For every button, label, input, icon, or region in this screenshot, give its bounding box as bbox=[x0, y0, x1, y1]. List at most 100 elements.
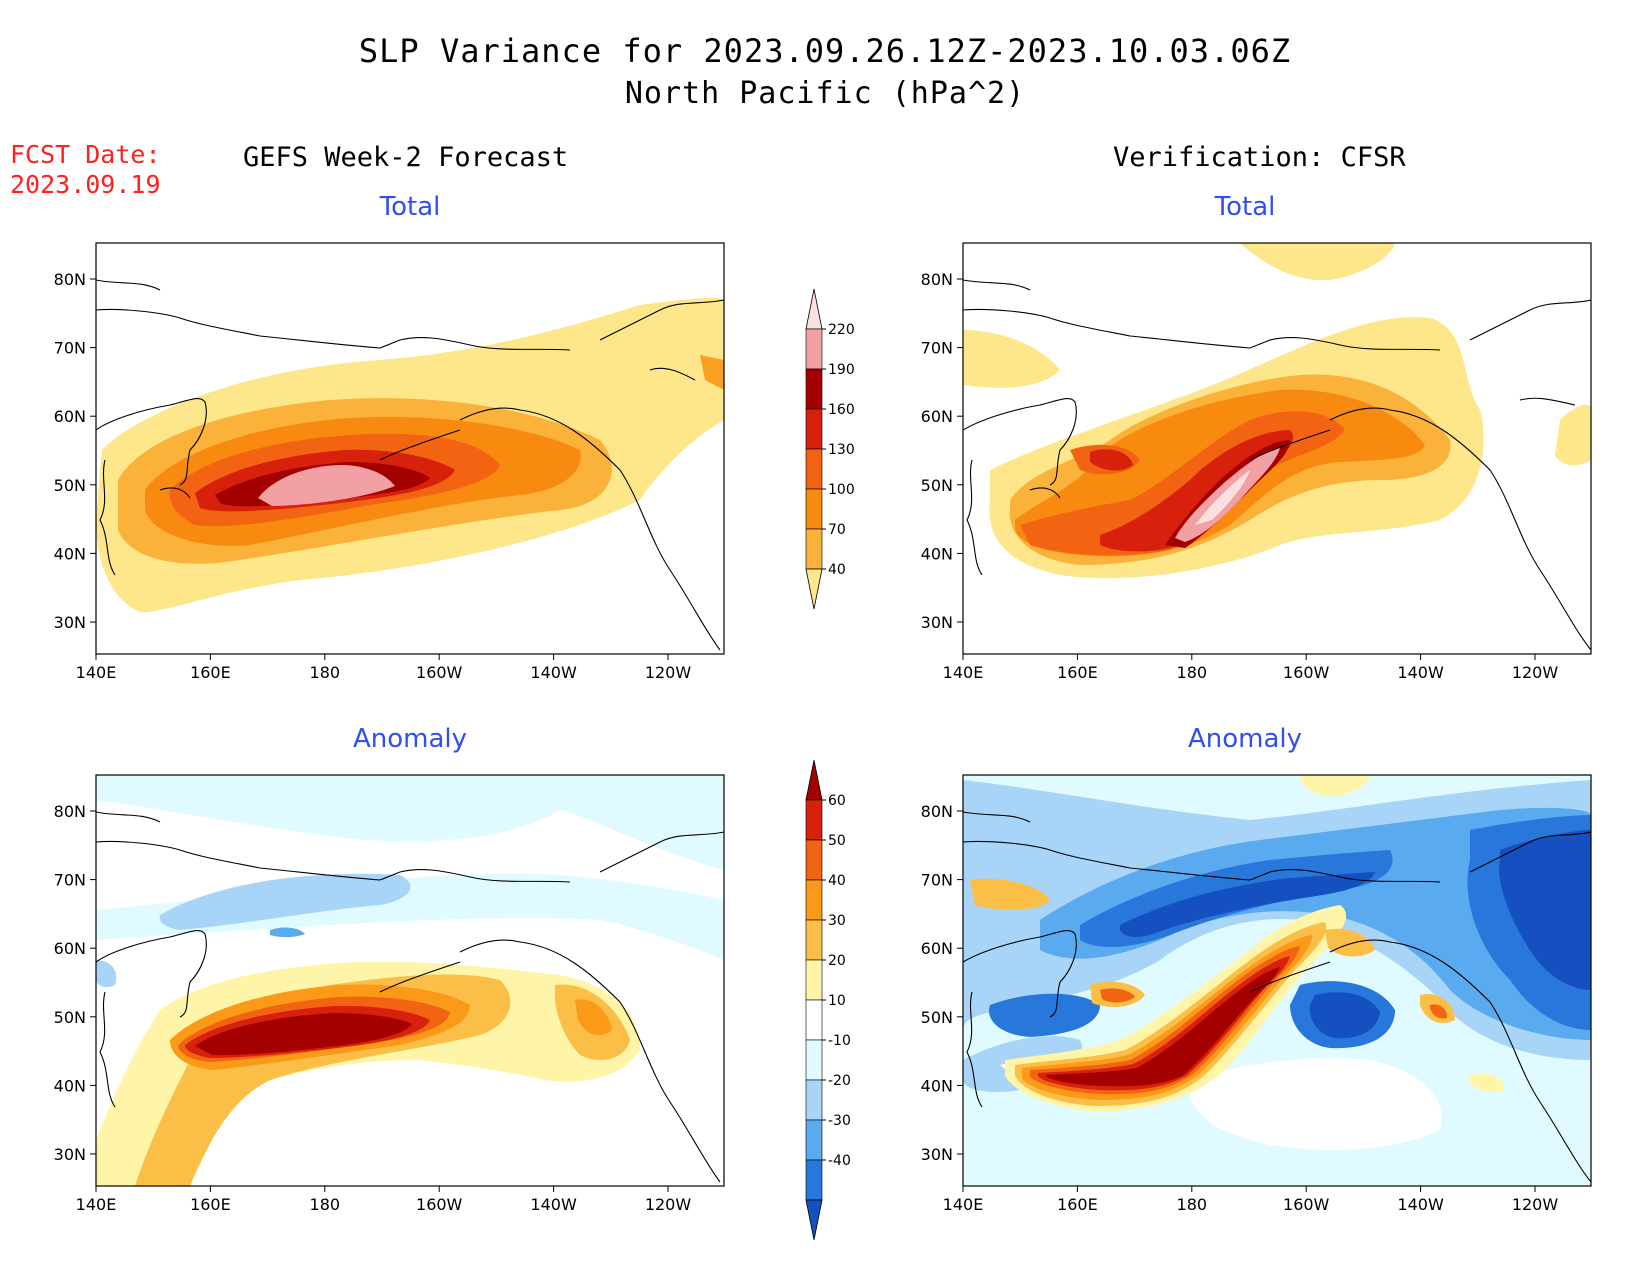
contour-40-east bbox=[1555, 404, 1591, 466]
lon-label-160E: 160E bbox=[190, 663, 231, 682]
panel-title-total-verification: Total bbox=[1214, 192, 1276, 222]
colorbar-label-20: 20 bbox=[828, 953, 846, 969]
panel-title-anomaly-verification: Anomaly bbox=[1187, 724, 1303, 754]
colorbar-label-100: 100 bbox=[828, 482, 855, 498]
colorbar-box bbox=[805, 368, 823, 410]
lat-label-40N: 40N bbox=[921, 544, 953, 563]
contour-160-b bbox=[1090, 449, 1133, 471]
colorbar-arrow-bottom bbox=[805, 1199, 823, 1241]
lat-label-30N: 30N bbox=[921, 1145, 953, 1164]
lat-label-30N: 30N bbox=[921, 613, 953, 632]
lon-label-140W: 140W bbox=[530, 1195, 577, 1214]
contour-ext bbox=[700, 355, 724, 390]
lon-label-160E: 160E bbox=[1057, 1195, 1098, 1214]
lon-label-120W: 120W bbox=[1512, 663, 1559, 682]
colorbar-label-60: 60 bbox=[828, 793, 846, 809]
lon-label-180: 180 bbox=[310, 1195, 341, 1214]
contour-250 bbox=[1195, 470, 1250, 525]
axes-layer: 80N 70N 60N 50N 40N 30N 140E 160E 180 160W 140W 120… bbox=[54, 270, 1559, 1214]
coastlines bbox=[96, 279, 724, 651]
lon-label-140W: 140W bbox=[1397, 1195, 1444, 1214]
lon-label-140E: 140E bbox=[943, 663, 984, 682]
left-column-title: GEFS Week-2 Forecast bbox=[243, 142, 569, 173]
lat-label-40N: 40N bbox=[54, 1076, 86, 1095]
colorbar-label-10: 10 bbox=[828, 993, 846, 1009]
lon-label-160W: 160W bbox=[416, 663, 463, 682]
lon-label-160W: 160W bbox=[1283, 663, 1330, 682]
anom-pos-small-3 bbox=[1325, 928, 1375, 957]
colorbar-box bbox=[805, 959, 823, 1001]
lon-label-160E: 160E bbox=[1057, 663, 1098, 682]
lat-label-70N: 70N bbox=[921, 339, 953, 358]
anom-neg-40-east bbox=[1499, 830, 1591, 990]
lon-label-140W: 140W bbox=[530, 663, 577, 682]
colorbar-label--30: -30 bbox=[828, 1113, 851, 1129]
anom-30-east bbox=[575, 999, 612, 1036]
anom-neg-40 bbox=[1119, 872, 1375, 937]
anom-white-2 bbox=[1300, 775, 1370, 797]
lat-label-50N: 50N bbox=[921, 476, 953, 495]
lon-label-180: 180 bbox=[310, 663, 341, 682]
colorbar-box bbox=[805, 528, 823, 570]
colorbar-label-160: 160 bbox=[828, 402, 855, 418]
forecast-date-label: FCST Date: bbox=[10, 140, 161, 169]
coastlines bbox=[963, 279, 1591, 651]
colorbar-box bbox=[805, 919, 823, 961]
lat-label-50N: 50N bbox=[54, 1008, 86, 1027]
colorbar-label-130: 130 bbox=[828, 442, 855, 458]
colorbar-box bbox=[805, 1039, 823, 1081]
colorbar-label-40: 40 bbox=[828, 562, 846, 578]
contour-220 bbox=[258, 465, 395, 506]
lat-label-70N: 70N bbox=[54, 339, 86, 358]
colorbar-label-50: 50 bbox=[828, 833, 846, 849]
anom-neg-20 bbox=[270, 927, 305, 938]
colorbar-total: 220 190 160 130 100 70 40 bbox=[805, 288, 855, 610]
colorbar-label-30: 30 bbox=[828, 913, 846, 929]
colorbar-box bbox=[805, 1159, 823, 1201]
coastlines bbox=[96, 811, 724, 1183]
lon-label-120W: 120W bbox=[645, 663, 692, 682]
lat-label-70N: 70N bbox=[921, 871, 953, 890]
colorbar-box bbox=[805, 448, 823, 490]
lon-label-140E: 140E bbox=[76, 1195, 117, 1214]
lon-label-140E: 140E bbox=[76, 663, 117, 682]
lat-label-80N: 80N bbox=[54, 270, 86, 289]
colorbar-label-190: 190 bbox=[828, 362, 855, 378]
map-anomaly-forecast bbox=[95, 774, 725, 1187]
anom-neg-40-center bbox=[1309, 992, 1380, 1039]
lat-label-30N: 30N bbox=[54, 613, 86, 632]
colorbar-box bbox=[805, 839, 823, 881]
lon-label-160E: 160E bbox=[190, 1195, 231, 1214]
map-total-forecast bbox=[95, 242, 725, 655]
lat-label-60N: 60N bbox=[921, 939, 953, 958]
contour-40-west bbox=[963, 330, 1060, 388]
lat-label-80N: 80N bbox=[921, 270, 953, 289]
lat-label-80N: 80N bbox=[54, 802, 86, 821]
lon-label-120W: 120W bbox=[645, 1195, 692, 1214]
forecast-date-block: FCST Date: 2023.09.19 bbox=[10, 140, 161, 200]
lat-label-40N: 40N bbox=[54, 544, 86, 563]
colorbar-arrow-bottom bbox=[805, 568, 823, 610]
lat-label-40N: 40N bbox=[921, 1076, 953, 1095]
main-subtitle: North Pacific (hPa^2) bbox=[624, 76, 1026, 111]
colorbar-label-70: 70 bbox=[828, 522, 846, 538]
lon-label-120W: 120W bbox=[1512, 1195, 1559, 1214]
forecast-date-value: 2023.09.19 bbox=[10, 170, 161, 199]
anom-neutral-top bbox=[96, 775, 724, 843]
lon-label-180: 180 bbox=[1177, 663, 1208, 682]
colorbar-label-220: 220 bbox=[828, 322, 855, 338]
colorbar-box bbox=[805, 328, 823, 370]
panel-title-anomaly-forecast: Anomaly bbox=[352, 724, 468, 754]
anom-30-pos bbox=[1022, 935, 1312, 1100]
lon-label-180: 180 bbox=[1177, 1195, 1208, 1214]
lat-label-80N: 80N bbox=[921, 802, 953, 821]
colorbar-box bbox=[805, 488, 823, 530]
colorbar-box bbox=[805, 999, 823, 1041]
right-column-title: Verification: CFSR bbox=[1113, 142, 1406, 173]
map-total-verification bbox=[962, 242, 1592, 655]
lat-label-60N: 60N bbox=[54, 407, 86, 426]
anom-pos-small-6 bbox=[1470, 1073, 1505, 1093]
lon-label-140W: 140W bbox=[1397, 663, 1444, 682]
anom-neg-30-west bbox=[989, 993, 1100, 1037]
